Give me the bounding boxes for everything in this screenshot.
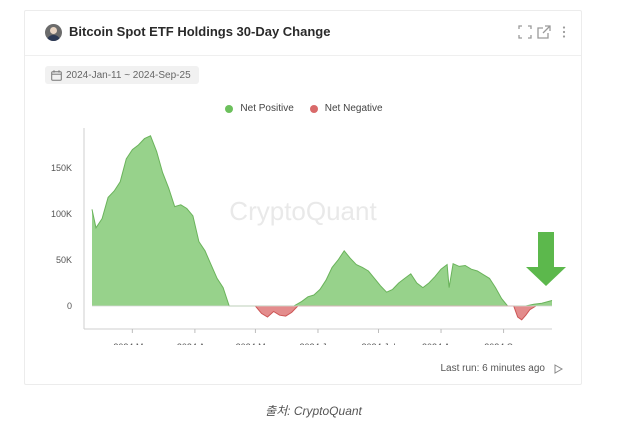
expand-icon[interactable] [518,25,532,39]
chart-card: Bitcoin Spot ETF Holdings 30-Day Change … [24,10,582,385]
legend-item-positive[interactable]: Net Positive [225,103,294,114]
more-options-icon[interactable] [557,25,571,39]
legend-label-negative: Net Negative [324,103,383,114]
play-icon[interactable] [553,363,563,374]
x-tick-label: 2024 Aug [422,342,460,345]
date-range-chip[interactable]: 2024-Jan-11 ~ 2024-Sep-25 [45,66,199,84]
x-tick-label: 2024 Sep [484,342,523,345]
x-tick-label: 2024 Jul [361,342,395,345]
source-caption: 출처: CryptoQuant [265,404,362,418]
annotation-arrow-icon [526,232,566,286]
last-run-text: Last run: 6 minutes ago [440,363,545,374]
calendar-icon [51,69,62,81]
series-net-negative-area [255,306,536,320]
y-tick-label: 150K [51,163,72,173]
avatar [45,24,62,41]
chart-title: Bitcoin Spot ETF Holdings 30-Day Change [69,24,331,39]
y-tick-label: 0 [67,301,72,311]
x-tick-label: 2024 Apr [177,342,213,345]
date-range-text: 2024-Jan-11 ~ 2024-Sep-25 [66,69,191,81]
legend-dot-negative [309,104,318,113]
external-link-icon[interactable] [537,25,551,39]
legend-item-negative[interactable]: Net Negative [309,103,383,114]
watermark: CryptoQuant [229,196,377,226]
x-tick-label: 2024 May [236,342,276,345]
y-tick-label: 100K [51,209,72,219]
legend-label-positive: Net Positive [240,103,294,114]
last-run-status: Last run: 6 minutes ago [440,363,563,374]
series-net-positive-area [92,135,552,306]
card-header: Bitcoin Spot ETF Holdings 30-Day Change [25,11,581,56]
x-tick-label: 2024 Mar [113,342,151,345]
y-tick-label: 50K [56,255,72,265]
series-net-negative-line [255,305,537,321]
x-tick-label: 2024 Jun [299,342,336,345]
chart-plot: CryptoQuant 0 50K 100K 150K 2024 Mar 2024 Apr… [51,128,566,345]
legend-dot-positive [225,104,234,113]
legend: Net Positive Net Negative [25,103,583,114]
